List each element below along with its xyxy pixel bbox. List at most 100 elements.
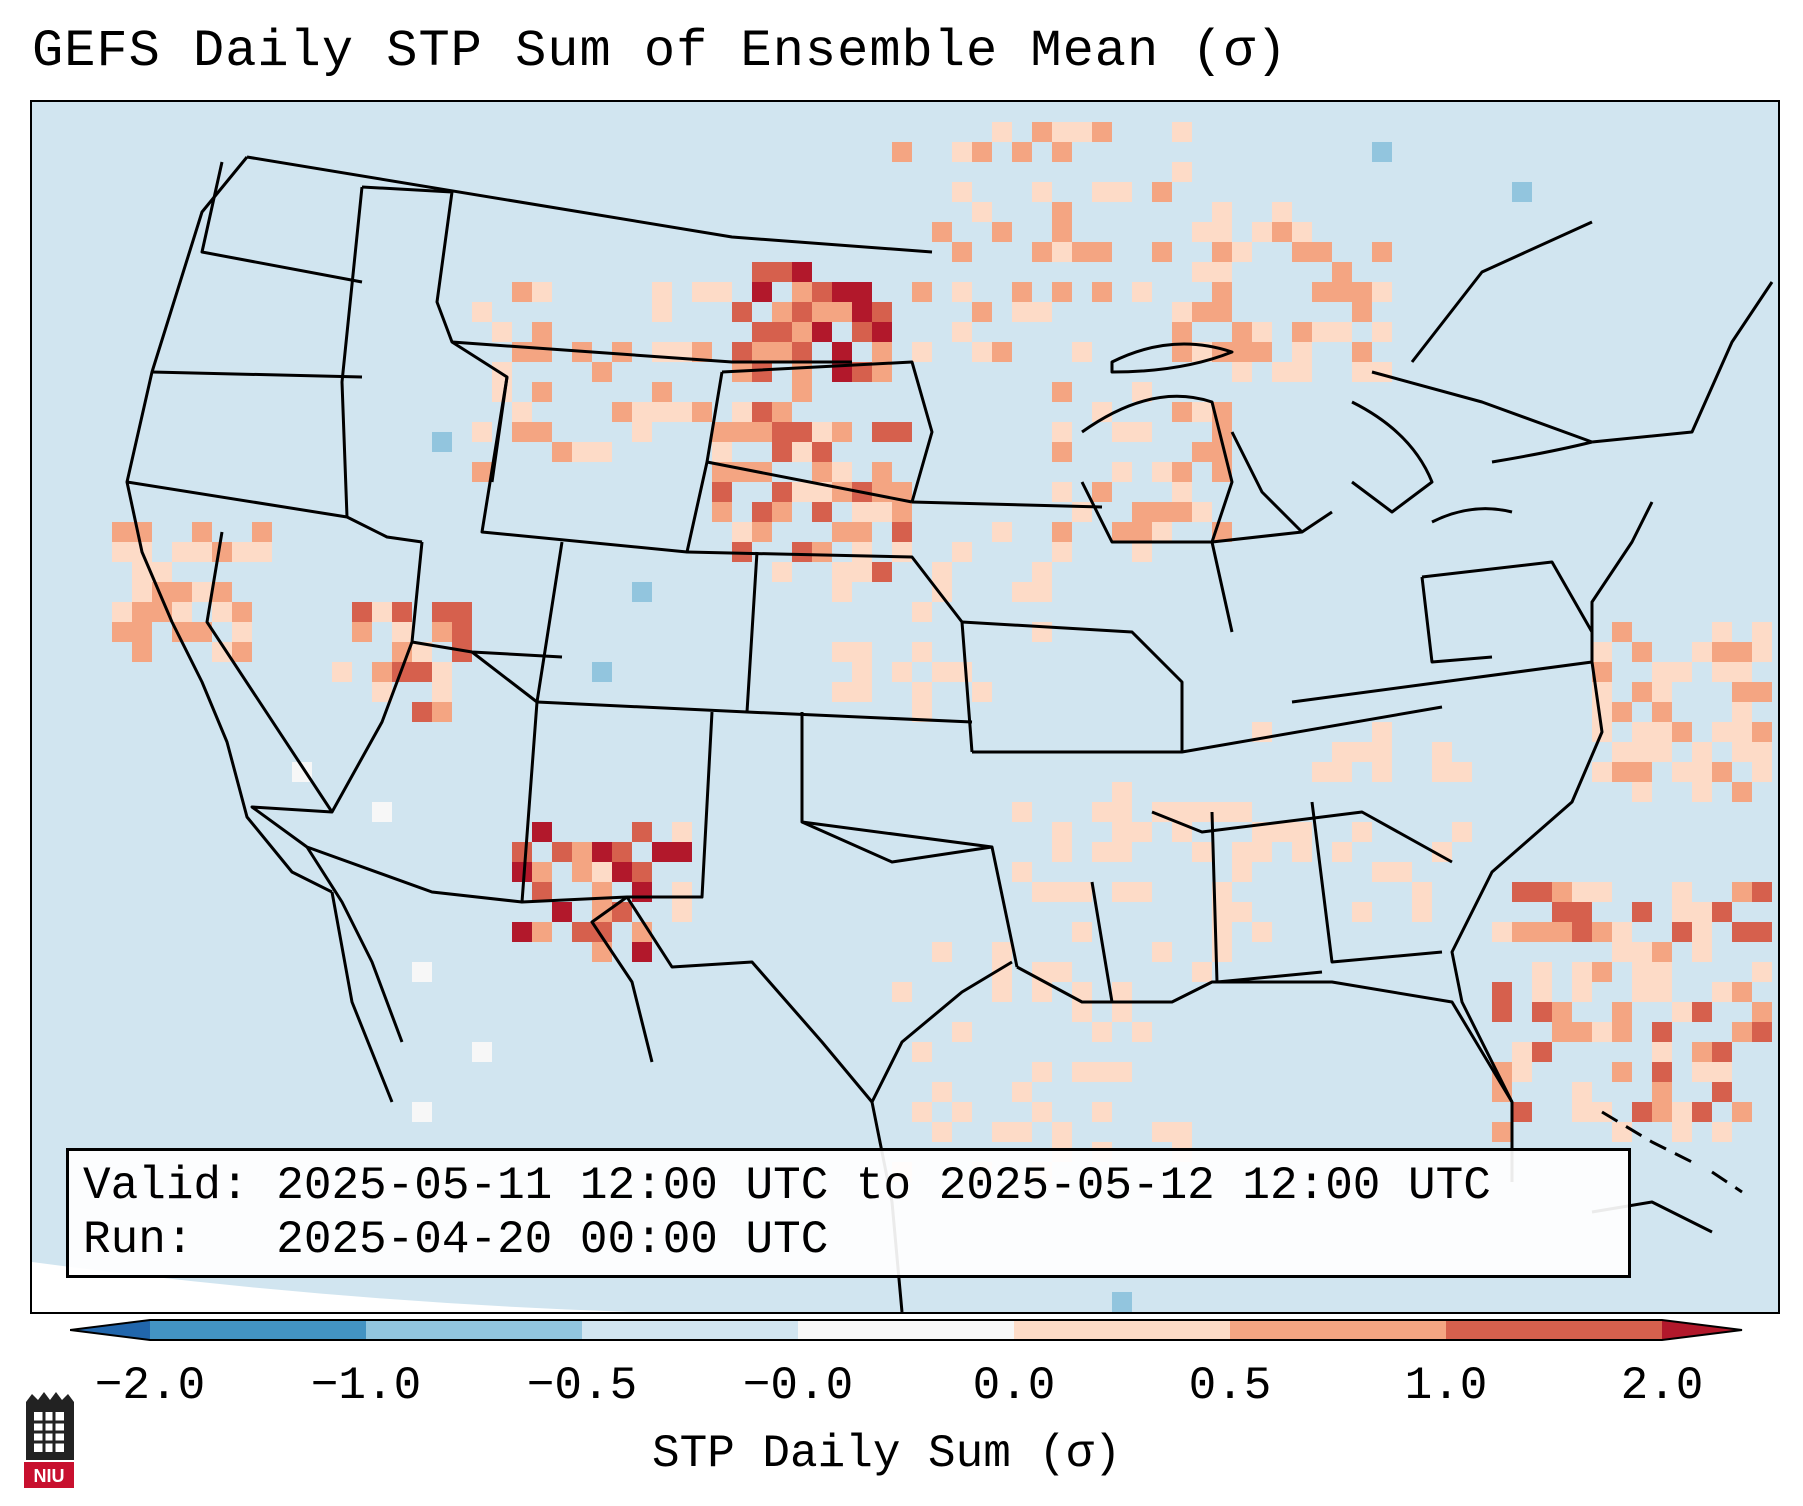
stp-grid-cell <box>672 822 692 842</box>
out-of-domain-area <box>32 1262 632 1312</box>
stp-grid-cell <box>332 662 352 682</box>
stp-grid-cell <box>812 542 832 562</box>
stp-grid-cell <box>112 622 132 642</box>
stp-grid-cell <box>1752 682 1772 702</box>
stp-grid-cell <box>1672 762 1692 782</box>
stp-grid-cell <box>892 542 912 562</box>
stp-grid-cell <box>1252 922 1272 942</box>
stp-grid-cell <box>712 482 732 502</box>
stp-grid-cell <box>852 362 872 382</box>
stp-grid-cell <box>1232 322 1252 342</box>
stp-grid-cell <box>632 582 652 602</box>
stp-grid-cell <box>1152 522 1172 542</box>
stp-grid-cell <box>1272 362 1292 382</box>
stp-grid-cell <box>1152 462 1172 482</box>
stp-grid-cell <box>872 302 892 322</box>
stp-grid-cell <box>1652 982 1672 1002</box>
stp-grid-cell <box>872 562 892 582</box>
stp-grid-cell <box>1532 1042 1552 1062</box>
stp-grid-cell <box>972 202 992 222</box>
stp-grid-cell <box>1112 782 1132 802</box>
stp-grid-cell <box>1272 202 1292 222</box>
stp-grid-cell <box>752 362 772 382</box>
stp-grid-cell <box>1652 962 1672 982</box>
colorbar-segment <box>1230 1320 1446 1340</box>
colorbar-segment <box>798 1320 1014 1340</box>
stp-grid-cell <box>1132 542 1152 562</box>
stp-grid-cell <box>1672 1122 1692 1142</box>
stp-grid-cell <box>932 662 952 682</box>
stp-grid-cell <box>532 382 552 402</box>
stp-grid-cell <box>1112 982 1132 1002</box>
stp-grid-cell <box>1032 1062 1052 1082</box>
stp-grid-cell <box>1052 422 1072 442</box>
map-panel <box>30 100 1780 1314</box>
chart-title: GEFS Daily STP Sum of Ensemble Mean (σ) <box>32 22 1288 81</box>
stp-grid-cell <box>652 842 672 862</box>
stp-grid-cell <box>1692 1062 1712 1082</box>
stp-grid-cell <box>1332 842 1352 862</box>
colorbar-tick-label: 0.0 <box>972 1360 1056 1412</box>
stp-grid-cell <box>1052 882 1072 902</box>
stp-grid-cell <box>952 662 972 682</box>
stp-grid-cell <box>512 922 532 942</box>
stp-grid-cell <box>1112 1062 1132 1082</box>
stp-grid-cell <box>852 502 872 522</box>
stp-grid-cell <box>1212 902 1232 922</box>
stp-grid-cell <box>1012 282 1032 302</box>
stp-grid-cell <box>1652 1102 1672 1122</box>
stp-grid-cell <box>692 282 712 302</box>
stp-grid-cell <box>772 482 792 502</box>
stp-grid-cell <box>1352 282 1372 302</box>
stp-grid-cell <box>772 322 792 342</box>
stp-grid-cell <box>812 462 832 482</box>
stp-grid-cell <box>1092 842 1112 862</box>
stp-grid-cell <box>1212 262 1232 282</box>
colorbar <box>70 1319 1743 1341</box>
stp-grid-cell <box>1492 922 1512 942</box>
stp-grid-cell <box>892 142 912 162</box>
stp-grid-cell <box>1712 1062 1732 1082</box>
stp-grid-cell <box>1732 982 1752 1002</box>
stp-grid-cell <box>792 542 812 562</box>
stp-grid-cell <box>1652 742 1672 762</box>
stp-grid-cell <box>1652 1082 1672 1102</box>
stp-grid-cell <box>1752 762 1772 782</box>
stp-grid-cell <box>1752 1002 1772 1022</box>
stp-grid-cell <box>912 682 932 702</box>
stp-grid-cell <box>1632 722 1652 742</box>
stp-grid-cell <box>1372 722 1392 742</box>
stp-grid-cell <box>1512 1102 1532 1122</box>
stp-grid-cell <box>1712 1042 1732 1062</box>
stp-grid-cell <box>1712 622 1732 642</box>
stp-grid-cell <box>472 422 492 442</box>
stp-grid-cell <box>232 642 252 662</box>
stp-grid-cell <box>1692 642 1712 662</box>
stp-grid-cell <box>1572 1022 1592 1042</box>
stp-grid-cell <box>1612 942 1632 962</box>
stp-grid-cell <box>1692 942 1712 962</box>
stp-grid-cell <box>1092 1022 1112 1042</box>
stp-grid-cell <box>952 182 972 202</box>
stp-grid-cell <box>1172 1122 1192 1142</box>
stp-grid-cell <box>432 432 452 452</box>
stp-grid-cell <box>632 822 652 842</box>
stp-grid-cell <box>1012 142 1032 162</box>
stp-grid-cell <box>752 322 772 342</box>
stp-grid-cell <box>1372 322 1392 342</box>
colorbar-segment <box>582 1320 798 1340</box>
stp-grid-cell <box>1052 382 1072 402</box>
stp-grid-cell <box>1612 1002 1632 1022</box>
stp-grid-cell <box>1632 762 1652 782</box>
stp-grid-cell <box>1112 422 1132 442</box>
stp-grid-cell <box>192 542 212 562</box>
stp-grid-cell <box>1492 1082 1512 1102</box>
stp-grid-cell <box>752 282 772 302</box>
stp-grid-cell <box>1092 122 1112 142</box>
stp-grid-cell <box>1672 1002 1692 1022</box>
stp-grid-cell <box>512 842 532 862</box>
stp-grid-cell <box>1752 742 1772 762</box>
stp-grid-cell <box>432 622 452 642</box>
stp-grid-cell <box>1032 982 1052 1002</box>
stp-grid-cell <box>172 542 192 562</box>
